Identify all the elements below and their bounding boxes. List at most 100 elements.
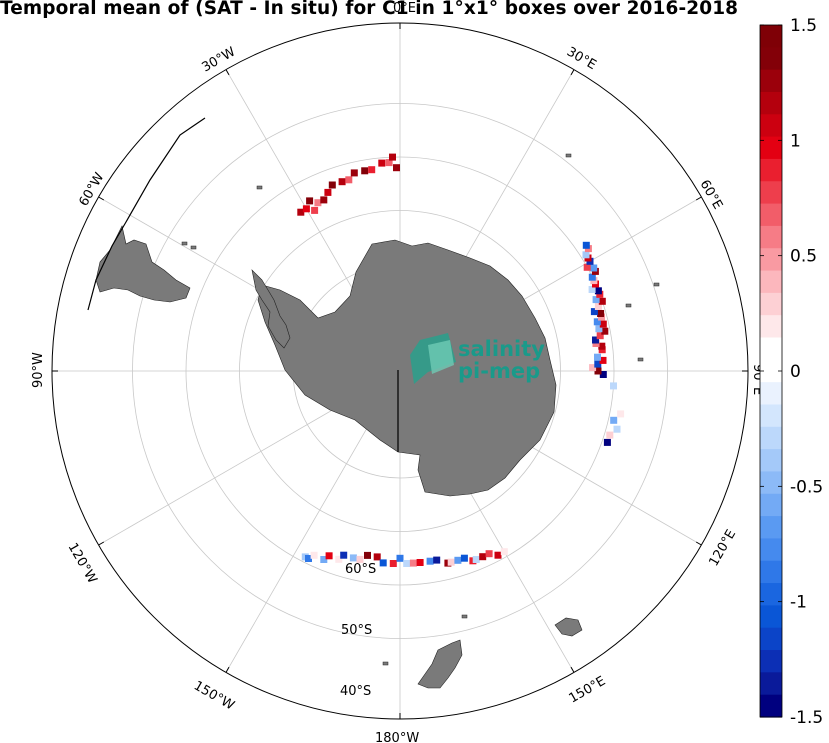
data-box bbox=[433, 556, 441, 564]
colorbar-segment bbox=[760, 91, 782, 115]
data-box bbox=[447, 558, 455, 566]
data-box bbox=[582, 241, 590, 249]
data-box bbox=[590, 264, 598, 272]
small-island bbox=[637, 357, 644, 362]
data-box bbox=[338, 178, 346, 186]
colorbar-segment bbox=[760, 114, 782, 138]
coastline-edge bbox=[87, 117, 206, 311]
colorbar-segment bbox=[760, 605, 782, 629]
meridian-line bbox=[225, 417, 374, 673]
border-tick bbox=[98, 196, 105, 201]
land-masses bbox=[87, 117, 660, 689]
data-box bbox=[596, 332, 604, 340]
data-box bbox=[588, 286, 596, 293]
colorbar-segment bbox=[760, 225, 782, 249]
data-box bbox=[350, 169, 358, 177]
chart-title: Temporal mean of (SAT - In situ) for C1 … bbox=[0, 0, 739, 19]
lon-label-150e: 150°E bbox=[567, 674, 609, 707]
colorbar-segment bbox=[760, 315, 782, 339]
small-island bbox=[181, 241, 188, 246]
data-box bbox=[590, 308, 598, 316]
data-box bbox=[598, 342, 606, 350]
border-tick bbox=[695, 541, 702, 546]
data-box bbox=[582, 251, 590, 259]
colorbar-tick-label: -1 bbox=[790, 593, 807, 613]
border-tick bbox=[225, 666, 230, 673]
colorbar-segment bbox=[760, 270, 782, 294]
data-box bbox=[592, 336, 599, 344]
data-box bbox=[595, 325, 603, 333]
data-box bbox=[305, 555, 312, 562]
colorbar-ticks: 1.5 1 0.5 0 -0.5 -1 -1.5 bbox=[760, 16, 823, 728]
border-tick bbox=[570, 666, 575, 673]
land-antarctica bbox=[257, 239, 557, 497]
data-box bbox=[320, 556, 328, 563]
data-box bbox=[606, 431, 614, 439]
data-box bbox=[378, 159, 386, 167]
data-box bbox=[302, 205, 310, 213]
latitude-labels: 60°S 50°S 40°S bbox=[340, 562, 376, 699]
logo-text-salinity: salinity bbox=[458, 337, 545, 361]
data-box bbox=[500, 548, 508, 556]
colorbar bbox=[760, 25, 782, 718]
colorbar-segment bbox=[760, 359, 782, 383]
data-box bbox=[310, 551, 318, 559]
border-tick bbox=[98, 541, 105, 546]
colorbar-segment bbox=[760, 426, 782, 450]
data-box bbox=[349, 554, 357, 562]
data-box bbox=[328, 181, 336, 189]
small-island bbox=[625, 303, 632, 308]
small-island bbox=[256, 185, 263, 190]
data-box bbox=[603, 438, 611, 446]
lon-label-180w: 180°W bbox=[375, 731, 419, 743]
data-box bbox=[403, 560, 411, 567]
salinity-pimep-logo: salinity pi-mep bbox=[410, 333, 545, 384]
small-island bbox=[565, 153, 572, 158]
border-tick bbox=[695, 196, 702, 201]
border-tick bbox=[225, 69, 230, 76]
data-box bbox=[594, 367, 602, 375]
colorbar-segment bbox=[760, 583, 782, 606]
border-tick bbox=[570, 69, 575, 76]
data-box bbox=[592, 296, 600, 304]
data-boxes bbox=[297, 153, 625, 567]
small-island bbox=[382, 661, 389, 666]
colorbar-segment bbox=[760, 471, 782, 495]
data-box bbox=[426, 557, 434, 565]
small-island bbox=[653, 282, 660, 287]
data-box bbox=[594, 303, 602, 310]
colorbar-tick-label: 1.5 bbox=[790, 16, 817, 36]
data-box bbox=[373, 553, 381, 561]
colorbar-segment bbox=[760, 627, 782, 651]
colorbar-segment bbox=[760, 650, 782, 673]
data-box bbox=[385, 159, 393, 167]
colorbar-segment bbox=[760, 292, 782, 316]
data-box bbox=[601, 327, 609, 335]
data-box bbox=[605, 374, 612, 382]
border-ticks bbox=[52, 23, 748, 719]
data-box bbox=[345, 176, 353, 184]
data-box bbox=[314, 199, 322, 207]
data-box bbox=[393, 164, 400, 172]
data-box bbox=[335, 555, 343, 563]
lat-label-40s: 40°S bbox=[340, 684, 371, 699]
colorbar-segment bbox=[760, 694, 782, 718]
colorbar-tick-label: 1 bbox=[790, 131, 801, 151]
data-box bbox=[416, 559, 424, 566]
data-box bbox=[594, 353, 601, 361]
data-box bbox=[324, 188, 332, 196]
data-box bbox=[485, 550, 493, 558]
colorbar-tick-label: -1.5 bbox=[790, 708, 823, 728]
data-box bbox=[593, 318, 601, 326]
data-box bbox=[320, 196, 328, 204]
data-box bbox=[599, 371, 607, 378]
colorbar-segment bbox=[760, 382, 782, 406]
colorbar-tick-label: 0.5 bbox=[790, 247, 817, 267]
lon-label-0: 0°E bbox=[393, 1, 416, 16]
data-box bbox=[361, 167, 369, 175]
data-box bbox=[610, 382, 617, 390]
data-box bbox=[311, 206, 319, 214]
data-box bbox=[597, 310, 605, 317]
land-tasmania bbox=[554, 617, 583, 637]
logo-text-pimep: pi-mep bbox=[458, 359, 540, 383]
